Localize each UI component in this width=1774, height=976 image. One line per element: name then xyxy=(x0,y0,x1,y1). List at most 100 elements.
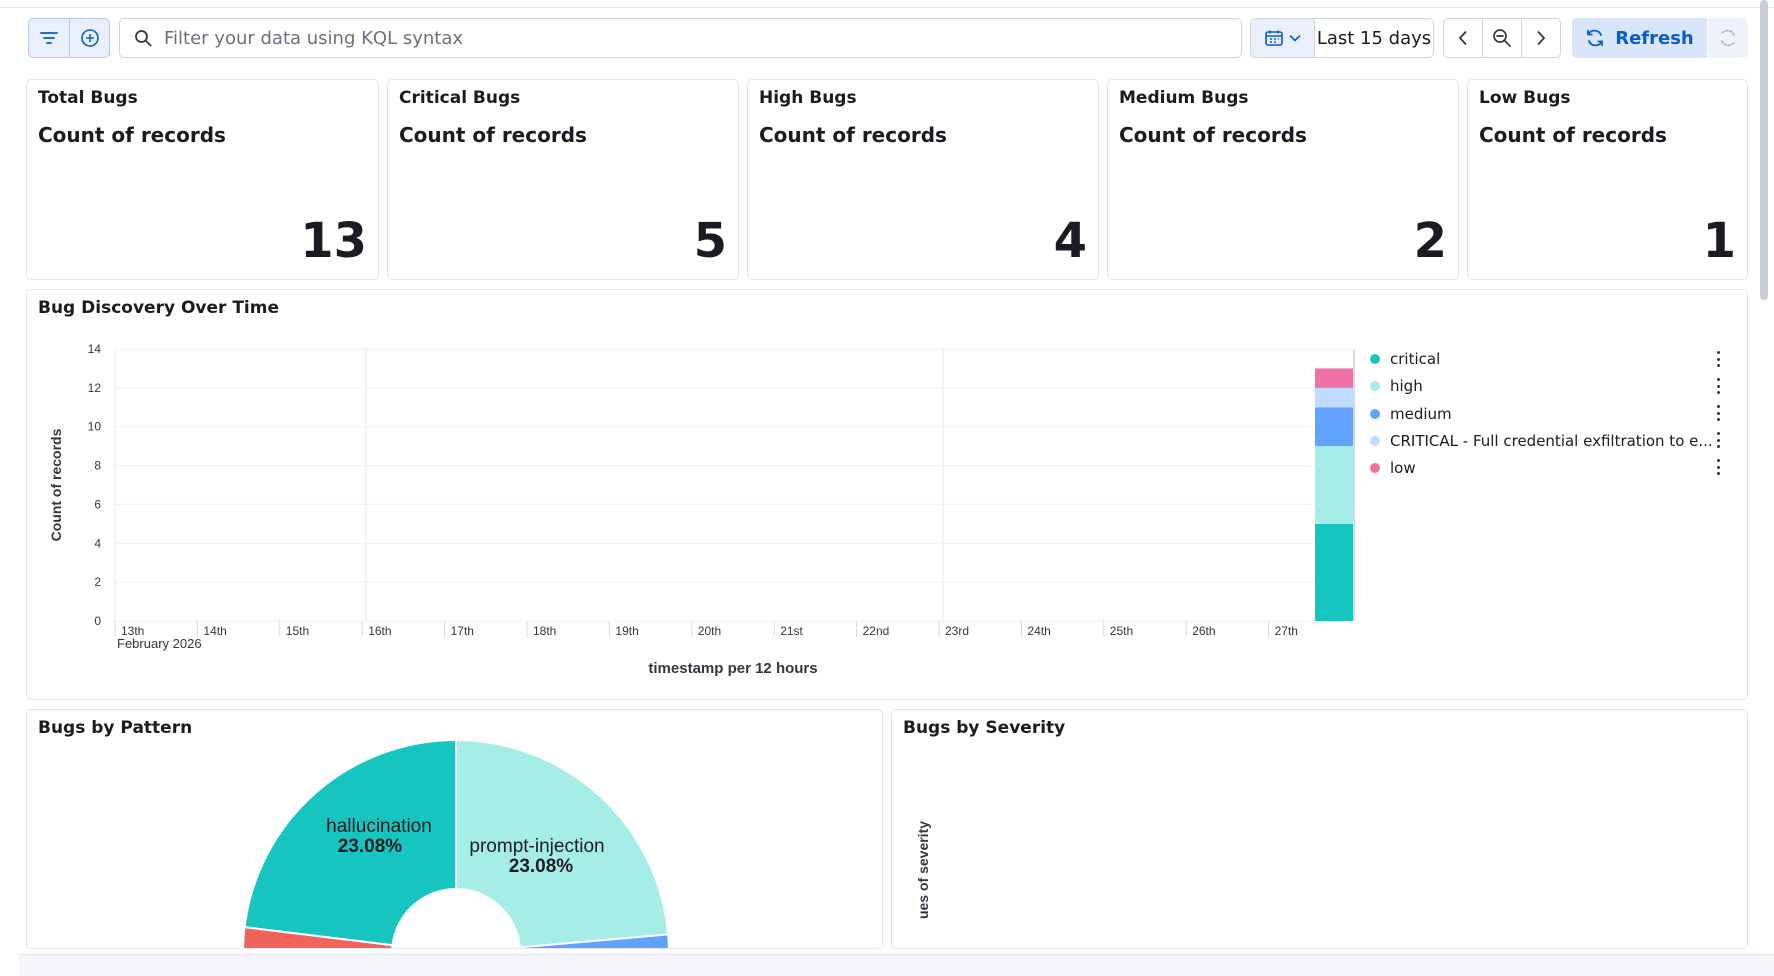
bar-segment-critical[interactable] xyxy=(1315,387,1353,408)
legend-menu-icon[interactable] xyxy=(1717,405,1721,421)
refresh-icon xyxy=(1587,29,1604,47)
search-icon xyxy=(135,30,152,47)
metric-value: 13 xyxy=(300,213,367,269)
bar-segment-high[interactable] xyxy=(1315,446,1353,524)
legend-item-critical[interactable]: critical xyxy=(1370,350,1440,368)
legend-menu-icon[interactable] xyxy=(1717,432,1721,448)
timeline-x-ticks: 13th 14th 15th 16th 17th 18th 19th 20th 21st 22nd… xyxy=(114,621,1298,638)
pie-slice[interactable] xyxy=(456,933,670,949)
plus-circle-icon xyxy=(80,29,99,47)
donut-hole xyxy=(391,888,521,948)
bar-segment-critical[interactable] xyxy=(1315,523,1353,621)
legend-menu-icon[interactable] xyxy=(1717,378,1721,394)
timeline-panel-title: Bug Discovery Over Time xyxy=(38,298,279,318)
legend-dot xyxy=(1370,381,1380,391)
x-tick-label: 21st xyxy=(780,624,803,638)
timeline-x-axis-label: timestamp per 12 hours xyxy=(648,660,817,677)
y-tick-label: 12 xyxy=(88,381,102,395)
y-tick-label: 14 xyxy=(88,342,102,356)
legend-label: low xyxy=(1390,459,1416,477)
search-placeholder: Filter your data using KQL syntax xyxy=(164,27,464,49)
filter-menu-button[interactable] xyxy=(29,19,69,57)
x-tick-label: 15th xyxy=(286,624,309,638)
y-tick-label: 0 xyxy=(94,614,101,628)
zoom-out-icon xyxy=(1493,29,1511,47)
timeline-y-axis-label: Count of records xyxy=(48,428,64,541)
x-tick-label: 20th xyxy=(698,624,721,638)
pattern-pie-chart: hallucination 23.08% prompt-injection 23… xyxy=(242,738,670,949)
legend-dot xyxy=(1370,463,1380,473)
metric-title: Critical Bugs xyxy=(399,88,521,108)
legend-item-high[interactable]: high xyxy=(1370,377,1423,395)
timeline-x-sublabel: February 2026 xyxy=(117,636,202,651)
chevron-down-icon xyxy=(1288,34,1301,42)
legend-item-critical-exfiltration[interactable]: CRITICAL - Full credential exfiltration … xyxy=(1370,432,1713,450)
page-scrollbar[interactable] xyxy=(1760,0,1768,300)
timeline-y-ticks: 0 2 4 6 8 10 12 14 xyxy=(88,342,102,628)
legend-dot xyxy=(1370,409,1380,419)
x-tick-label: 18th xyxy=(533,624,556,638)
bottom-bar xyxy=(18,954,1774,976)
previous-range-button[interactable] xyxy=(1444,19,1482,57)
auto-refresh-button[interactable] xyxy=(1708,18,1748,58)
severity-chart: ues of severity xyxy=(915,821,931,919)
legend-label: high xyxy=(1390,377,1423,395)
refresh-label: Refresh xyxy=(1615,27,1694,49)
filter-icon xyxy=(40,32,58,44)
metric-subtitle: Count of records xyxy=(1119,123,1307,147)
time-range-label[interactable]: Last 15 days xyxy=(1316,27,1432,49)
zoom-out-button[interactable] xyxy=(1482,19,1521,57)
legend-item-medium[interactable]: medium xyxy=(1370,405,1452,423)
calendar-icon xyxy=(1264,30,1283,46)
y-tick-label: 8 xyxy=(94,459,101,473)
legend-dot xyxy=(1370,436,1380,446)
y-tick-label: 10 xyxy=(88,420,102,434)
metric-title: High Bugs xyxy=(759,88,857,108)
x-tick-label: 16th xyxy=(368,624,391,638)
pie-slice-hallucination[interactable] xyxy=(243,738,457,949)
auto-refresh-icon xyxy=(1720,29,1736,47)
top-divider xyxy=(0,7,1774,8)
pie-slice-prompt-injection[interactable] xyxy=(455,738,670,949)
x-tick-label: 25th xyxy=(1110,624,1133,638)
bar-segment-low[interactable] xyxy=(1315,368,1353,388)
metric-card-medium: Medium Bugs Count of records 2 xyxy=(1107,79,1459,280)
metric-card-critical: Critical Bugs Count of records 5 xyxy=(387,79,739,280)
date-picker: Last 15 days xyxy=(1250,18,1434,58)
severity-y-axis-label: ues of severity xyxy=(915,821,931,919)
legend-item-low[interactable]: low xyxy=(1370,459,1416,477)
pattern-panel: Bugs by Pattern hallucination 23.08% pro… xyxy=(26,709,883,949)
legend-label: medium xyxy=(1390,405,1452,423)
metric-value: 1 xyxy=(1702,213,1736,269)
legend-menu-icon[interactable] xyxy=(1717,459,1721,475)
metric-subtitle: Count of records xyxy=(759,123,947,147)
next-range-button[interactable] xyxy=(1521,19,1560,57)
metric-card-high: High Bugs Count of records 4 xyxy=(747,79,1099,280)
slice-percent-hallucination: 23.08% xyxy=(338,836,403,857)
metric-subtitle: Count of records xyxy=(38,123,226,147)
kql-search-input[interactable]: Filter your data using KQL syntax xyxy=(119,18,1242,58)
severity-panel: Bugs by Severity ues of severity xyxy=(891,709,1748,949)
legend-label: CRITICAL - Full credential exfiltration … xyxy=(1390,432,1713,450)
query-actions xyxy=(28,18,110,58)
y-tick-label: 4 xyxy=(94,536,101,550)
metric-value: 5 xyxy=(693,213,727,269)
quick-select-button[interactable] xyxy=(1251,19,1315,57)
bar-segment-medium[interactable] xyxy=(1315,407,1353,447)
legend-menu-icon[interactable] xyxy=(1717,351,1721,367)
metric-title: Low Bugs xyxy=(1479,88,1571,108)
pattern-panel-title: Bugs by Pattern xyxy=(38,718,193,738)
legend-dot xyxy=(1370,354,1380,364)
metric-value: 4 xyxy=(1053,213,1087,269)
x-tick-label: 22nd xyxy=(863,624,890,638)
refresh-button[interactable]: Refresh xyxy=(1572,18,1707,58)
x-tick-label: 27th xyxy=(1275,624,1298,638)
metric-value: 2 xyxy=(1413,213,1447,269)
add-filter-button[interactable] xyxy=(69,19,109,57)
time-nav-group xyxy=(1443,18,1561,58)
y-tick-label: 6 xyxy=(94,497,101,511)
chevron-right-icon xyxy=(1537,30,1546,46)
x-tick-label: 13th xyxy=(121,624,144,638)
x-tick-label: 26th xyxy=(1192,624,1215,638)
